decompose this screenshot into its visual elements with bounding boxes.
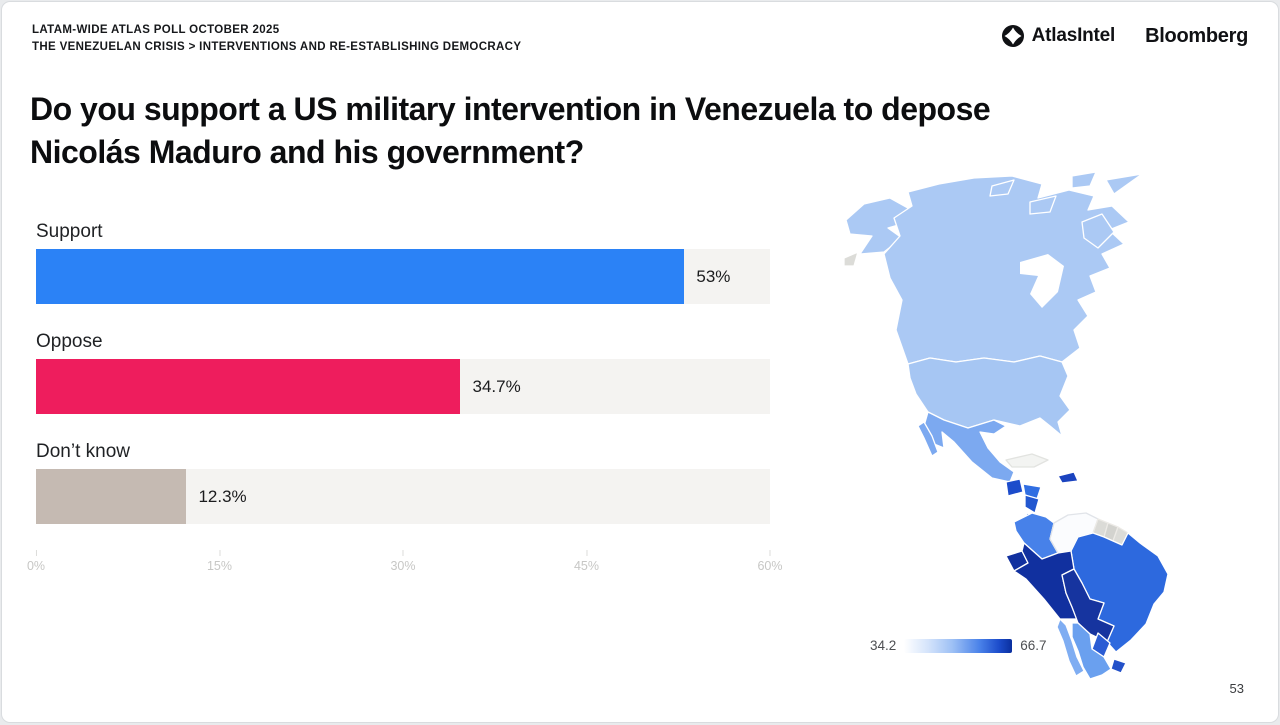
map-country-nicaragua: [1024, 494, 1040, 514]
atlasintel-logo: AtlasIntel: [1001, 24, 1116, 48]
header-eyebrow: LATAM-WIDE ATLAS POLL OCTOBER 2025 THE V…: [32, 22, 521, 56]
bar-track: 53%: [36, 249, 770, 304]
map-country-cuba: [1005, 453, 1049, 468]
map-country-uruguay: [1110, 658, 1127, 674]
map-country-bolivia: [1061, 568, 1115, 643]
map-country-russia-tip: [844, 251, 859, 267]
eyebrow-line2: THE VENEZUELAN CRISIS > INTERVENTIONS AN…: [32, 41, 522, 53]
map-hudson-bay: [1020, 254, 1064, 308]
map-country-chile: [1056, 618, 1085, 677]
bar-value: 12.3%: [198, 486, 247, 506]
map-arctic-island: [1029, 195, 1057, 215]
map-country-argentina: [1071, 622, 1112, 680]
x-axis-tick: 30%: [390, 550, 416, 573]
bar-chart: Support 53% Oppose 34.7% Don’t know 12.3…: [27, 220, 783, 584]
tick-label: 0%: [26, 559, 46, 573]
tick-mark: [219, 550, 220, 556]
bar-row: Oppose 34.7%: [36, 330, 770, 414]
map-country-guatemala: [1005, 478, 1024, 497]
map-arctic-island: [989, 179, 1015, 197]
bloomberg-wordmark: Bloomberg: [1145, 24, 1248, 47]
tick-label: 45%: [573, 559, 600, 573]
legend-gradient-bar: [904, 638, 1013, 653]
americas-choropleth-map: [844, 170, 1184, 680]
x-axis-tick: 60%: [757, 550, 783, 573]
bar-track: 12.3%: [36, 469, 770, 524]
bar-fill: [36, 469, 187, 524]
tick-label: 60%: [757, 559, 783, 573]
bar-label: Oppose: [36, 331, 103, 352]
map-country-mexico: [923, 411, 1015, 483]
bar-value: 53%: [696, 266, 731, 286]
map-greenland-wedge: [1105, 173, 1143, 195]
tick-label: 15%: [206, 559, 233, 573]
map-baja-california: [917, 421, 939, 457]
atlasintel-icon: [1001, 24, 1025, 48]
bar-row: Don’t know 12.3%: [36, 440, 770, 524]
bar-value: 34.7%: [472, 376, 521, 396]
map-country-alaska: [845, 197, 909, 255]
map-arctic-island: [1071, 171, 1097, 189]
map-country-canada: [883, 175, 1130, 365]
map-svg: [844, 171, 1169, 680]
x-axis-tick: 45%: [574, 550, 599, 573]
tick-label: 30%: [390, 559, 416, 573]
brand-logos: AtlasIntel Bloomberg: [1001, 24, 1248, 48]
title-line2: Nicolás Maduro and his government?: [30, 134, 584, 170]
x-axis-tick: 15%: [207, 550, 232, 573]
bar-track: 34.7%: [36, 359, 770, 414]
map-legend: 34.2 66.7: [870, 638, 1047, 653]
map-baffin-island: [1081, 213, 1115, 249]
page-title: Do you support a US military interventio…: [30, 88, 1220, 174]
x-axis: 0% 15% 30% 45% 60%: [27, 550, 783, 584]
bar-fill: [36, 359, 461, 414]
tick-mark: [402, 550, 404, 556]
atlasintel-wordmark: AtlasIntel: [1031, 25, 1116, 46]
tick-mark: [769, 550, 771, 556]
eyebrow-line1: LATAM-WIDE ATLAS POLL OCTOBER 2025: [32, 24, 280, 36]
map-country-dominican-republic: [1057, 471, 1079, 484]
x-axis-tick: 0%: [27, 550, 45, 573]
tick-mark: [586, 550, 587, 556]
legend-max-label: 66.7: [1020, 638, 1047, 653]
bar-label: Don’t know: [36, 441, 130, 462]
tick-mark: [35, 550, 37, 556]
legend-min-label: 34.2: [870, 638, 897, 653]
page-number: 53: [1229, 681, 1244, 696]
title-line1: Do you support a US military interventio…: [30, 91, 991, 127]
bar-label: Support: [36, 221, 103, 242]
bar-fill: [36, 249, 685, 304]
bar-row: Support 53%: [36, 220, 770, 304]
